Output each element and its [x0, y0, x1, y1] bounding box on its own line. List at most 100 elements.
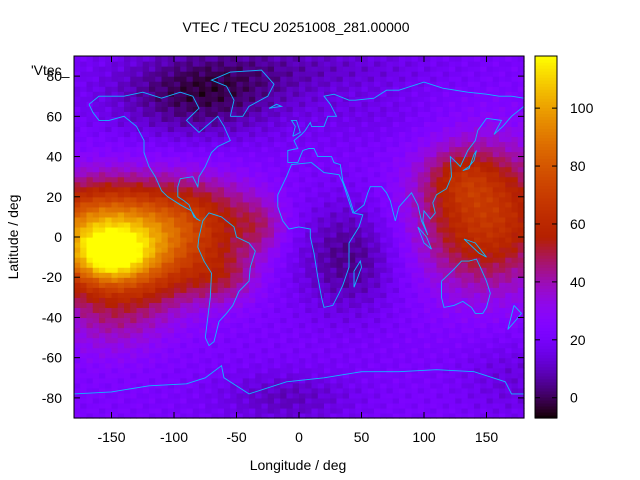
- heatmap-cell: [411, 156, 419, 163]
- heatmap-cell: [467, 392, 475, 399]
- heatmap-cell: [455, 101, 463, 107]
- heatmap-cell: [380, 66, 388, 72]
- heatmap-cell: [274, 231, 281, 238]
- heatmap-cell: [449, 206, 456, 213]
- heatmap-cell: [330, 342, 338, 349]
- heatmap-cell: [174, 327, 181, 334]
- heatmap-cell: [436, 126, 444, 133]
- heatmap-cell: [349, 96, 356, 102]
- heatmap-cell: [442, 312, 450, 319]
- heatmap-cell: [480, 242, 488, 248]
- heatmap-cell: [105, 216, 113, 223]
- heatmap-cell: [305, 237, 313, 243]
- heatmap-cell: [505, 412, 513, 419]
- heatmap-cell: [386, 71, 394, 77]
- heatmap-cell: [286, 397, 294, 404]
- heatmap-cell: [367, 282, 375, 288]
- heatmap-cell: [186, 86, 194, 92]
- heatmap-cell: [242, 201, 250, 208]
- heatmap-cell: [167, 282, 175, 288]
- heatmap-cell: [417, 91, 425, 97]
- heatmap-cell: [267, 352, 275, 359]
- heatmap-cell: [386, 357, 394, 364]
- heatmap-cell: [211, 267, 219, 273]
- heatmap-cell: [330, 96, 338, 102]
- heatmap-cell: [417, 377, 425, 384]
- heatmap-cell: [224, 357, 231, 364]
- heatmap-cell: [174, 392, 181, 399]
- heatmap-cell: [217, 287, 225, 293]
- heatmap-cell: [305, 81, 313, 87]
- heatmap-cell: [99, 131, 106, 138]
- heatmap-cell: [442, 171, 450, 178]
- heatmap-cell: [317, 322, 325, 329]
- heatmap-cell: [142, 151, 150, 158]
- heatmap-cell: [155, 317, 163, 324]
- heatmap-cell: [192, 101, 200, 107]
- heatmap-cell: [117, 71, 125, 77]
- heatmap-cell: [236, 292, 244, 298]
- heatmap-cell: [99, 201, 106, 208]
- heatmap-cell: [380, 216, 388, 223]
- heatmap-cell: [111, 181, 119, 188]
- heatmap-cell: [436, 231, 444, 238]
- heatmap-cell: [186, 367, 194, 374]
- heatmap-cell: [124, 397, 131, 404]
- heatmap-cell: [399, 196, 406, 203]
- heatmap-cell: [124, 387, 131, 394]
- heatmap-cell: [274, 131, 281, 138]
- heatmap-cell: [205, 196, 213, 203]
- heatmap-cell: [149, 201, 156, 208]
- heatmap-cell: [436, 141, 444, 148]
- heatmap-cell: [317, 171, 325, 178]
- heatmap-cell: [105, 126, 113, 133]
- heatmap-cell: [436, 352, 444, 359]
- heatmap-cell: [386, 121, 394, 127]
- heatmap-cell: [205, 56, 213, 62]
- heatmap-cell: [249, 141, 256, 148]
- heatmap-cell: [192, 91, 200, 97]
- heatmap-cell: [374, 146, 381, 153]
- heatmap-cell: [392, 61, 400, 67]
- heatmap-cell: [436, 196, 444, 203]
- heatmap-cell: [80, 272, 88, 278]
- heatmap-cell: [474, 186, 481, 193]
- heatmap-cell: [230, 56, 238, 62]
- heatmap-cell: [280, 166, 288, 173]
- heatmap-cell: [349, 71, 356, 77]
- heatmap-cell: [205, 397, 213, 404]
- heatmap-cell: [242, 247, 250, 253]
- heatmap-cell: [467, 56, 475, 62]
- heatmap-cell: [299, 247, 306, 253]
- heatmap-cell: [455, 191, 463, 198]
- heatmap-cell: [317, 302, 325, 308]
- heatmap-cell: [286, 71, 294, 77]
- heatmap-cell: [355, 237, 363, 243]
- heatmap-cell: [299, 111, 306, 117]
- heatmap-cell: [142, 392, 150, 399]
- heatmap-cell: [474, 141, 481, 148]
- heatmap-cell: [74, 392, 81, 399]
- heatmap-cell: [286, 66, 294, 72]
- heatmap-cell: [274, 211, 281, 218]
- heatmap-cell: [430, 377, 438, 384]
- heatmap-cell: [449, 332, 456, 339]
- heatmap-cell: [467, 86, 475, 92]
- heatmap-cell: [486, 141, 494, 148]
- heatmap-cell: [449, 372, 456, 379]
- heatmap-cell: [161, 237, 169, 243]
- heatmap-cell: [142, 201, 150, 208]
- heatmap-cell: [99, 252, 106, 258]
- heatmap-cell: [242, 277, 250, 283]
- heatmap-cell: [386, 342, 394, 349]
- heatmap-cell: [155, 56, 163, 62]
- heatmap-cell: [361, 121, 369, 127]
- heatmap-cell: [249, 136, 256, 143]
- heatmap-cell: [286, 141, 294, 148]
- heatmap-cell: [155, 126, 163, 133]
- heatmap-cell: [499, 307, 506, 314]
- heatmap-cell: [255, 317, 263, 324]
- heatmap-cell: [205, 242, 213, 248]
- heatmap-cell: [186, 131, 194, 138]
- heatmap-cell: [211, 166, 219, 173]
